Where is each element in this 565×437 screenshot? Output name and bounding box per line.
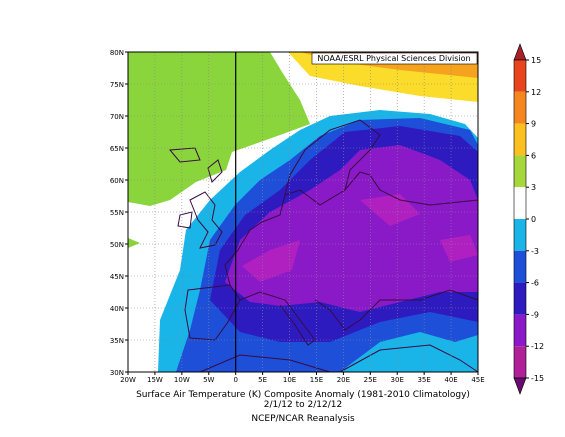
scandinavia [284, 119, 381, 196]
lat-label: 60N [110, 177, 124, 185]
lon-label: 5W [203, 376, 214, 384]
lon-label: 5E [258, 376, 267, 384]
lat-label: 30N [110, 369, 124, 377]
colorbar-bin [514, 346, 526, 378]
colorbar-label: -3 [531, 247, 539, 256]
ireland [177, 211, 193, 229]
green-region [128, 238, 140, 248]
colorbar-label: -15 [531, 374, 544, 383]
colorbar-label: -12 [531, 342, 544, 351]
magenta-region [360, 194, 420, 226]
lat-label: 50N [110, 241, 124, 249]
lat-label: 55N [110, 209, 124, 217]
lon-label: 10W [174, 376, 190, 384]
north-coast [224, 171, 479, 286]
green-region [128, 52, 310, 206]
colorbar-label: 3 [531, 183, 536, 192]
colorbar-bin [514, 219, 526, 251]
colorbar-label: -9 [531, 310, 539, 319]
lon-label: 15E [310, 376, 323, 384]
lon-label: 30E [391, 376, 404, 384]
britain [189, 191, 223, 249]
colorbar-label: 6 [531, 151, 536, 160]
lat-label: 65N [110, 145, 124, 153]
grid [128, 52, 478, 372]
colorbar-label: -6 [531, 279, 539, 288]
colorbar-label: 15 [531, 56, 541, 65]
lon-label: 35E [417, 376, 430, 384]
colorbar-label: 12 [531, 88, 541, 97]
colorbar-label: 0 [531, 215, 536, 224]
caption-dates: 2/1/12 to 2/12/12 [264, 400, 342, 410]
colorbar-bin [514, 314, 526, 347]
lon-label: 45E [471, 376, 484, 384]
lon-label: 20E [337, 376, 350, 384]
caption-source: NCEP/NCAR Reanalysis [251, 414, 355, 424]
colorbar-bin [514, 91, 526, 124]
colorbar-bin [514, 282, 526, 315]
lat-label: 80N [110, 49, 124, 57]
iberia [184, 284, 241, 341]
colorbar-bin [514, 123, 526, 156]
colorbar-top-arrow [513, 43, 527, 61]
lon-label: 20W [120, 376, 136, 384]
lon-label: 10E [283, 376, 296, 384]
caption-title: Surface Air Temperature (K) Composite An… [136, 390, 470, 400]
credit: NOAA/ESRL Physical Sciences Division [317, 54, 470, 63]
lat-label: 45N [110, 273, 124, 281]
credit-box [311, 52, 478, 65]
italy [239, 291, 316, 346]
colorbar-bottom-arrow [513, 377, 527, 395]
islands [168, 147, 223, 183]
colorbar-bin [514, 60, 526, 92]
colorbar-label: 9 [531, 120, 536, 129]
lon-label: 40E [444, 376, 457, 384]
magenta-region [440, 235, 478, 262]
lat-label: 75N [110, 81, 124, 89]
lon-label: 0 [233, 376, 237, 384]
lat-label: 40N [110, 305, 124, 313]
balkans-blacksea [314, 289, 479, 331]
magenta-region [242, 240, 300, 282]
lon-label: 15W [147, 376, 163, 384]
colorbar: 15 12 9 6 3 0 -3 -6 -9 -12 -15 [513, 43, 544, 395]
colorbar-bin [514, 187, 526, 219]
lat-label: 35N [110, 337, 124, 345]
colorbar-bin [514, 250, 526, 283]
north-africa [199, 344, 479, 373]
coastlines [168, 119, 479, 373]
colorbar-bin [514, 155, 526, 188]
lon-label: 25E [364, 376, 377, 384]
lat-label: 70N [110, 113, 124, 121]
